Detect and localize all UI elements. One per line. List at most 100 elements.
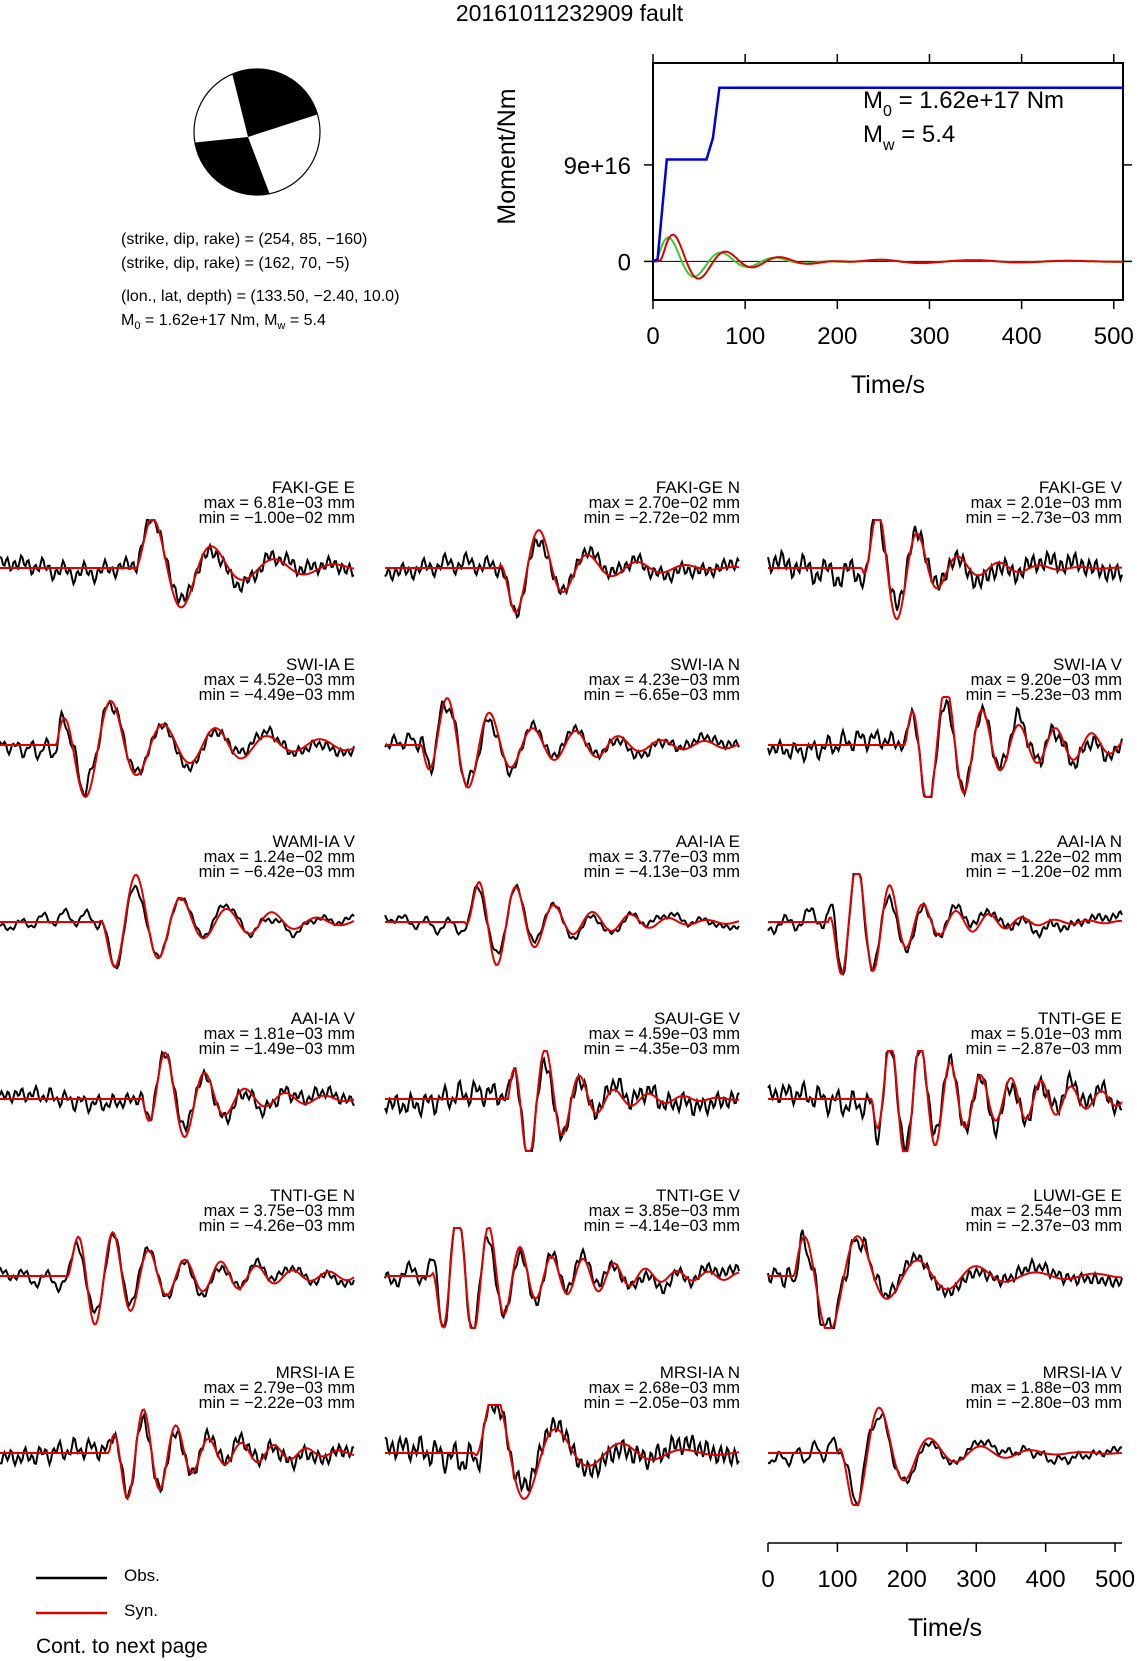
x-tick-label: 0 xyxy=(646,323,659,350)
station-label: SAUI-GE V xyxy=(654,1009,741,1028)
station-label: FAKI-GE V xyxy=(1039,478,1123,497)
synthetic-trace xyxy=(0,1408,355,1500)
time-tick-label: 100 xyxy=(817,1566,857,1593)
x-tick-label: 200 xyxy=(817,323,857,350)
station-label: LUWI-GE E xyxy=(1033,1186,1122,1205)
y-tick-label: 9e+16 xyxy=(564,153,631,180)
time-tick-label: 200 xyxy=(887,1566,927,1593)
moment-magnitude-line: M0 = 1.62e+17 Nm, Mw = 5.4 xyxy=(121,312,326,333)
station-label: AAI-IA N xyxy=(1057,832,1122,851)
trace-min-label: min = −2.80e−03 mm xyxy=(966,1394,1122,1412)
synthetic-trace xyxy=(0,1051,355,1139)
x-axis-label: Time/s xyxy=(851,371,925,399)
trace-min-label: min = −2.73e−03 mm xyxy=(966,509,1122,527)
observed-trace xyxy=(767,1229,1123,1329)
observed-trace xyxy=(0,1050,355,1134)
x-tick-label: 400 xyxy=(1002,323,1042,350)
synthetic-trace xyxy=(385,529,740,614)
figure-title: 20161011232909 fault xyxy=(455,0,684,26)
observed-trace xyxy=(384,700,740,788)
station-label: SWI-IA E xyxy=(286,655,355,674)
synthetic-trace xyxy=(385,1050,740,1152)
synthetic-trace xyxy=(385,1226,740,1329)
trace-max-label: max = 2.01e−03 mm xyxy=(971,494,1122,512)
station-label: FAKI-GE N xyxy=(656,478,740,497)
synthetic-trace xyxy=(768,1050,1123,1152)
legend-syn-label: Syn. xyxy=(124,1601,159,1620)
observed-trace xyxy=(767,1413,1123,1507)
trace-min-label: min = −6.65e−03 mm xyxy=(584,686,740,704)
synthetic-trace xyxy=(0,873,355,968)
observed-trace xyxy=(767,698,1123,798)
station-label: MRSI-IA N xyxy=(660,1363,740,1382)
synthetic-trace xyxy=(385,1404,740,1500)
x-tick-label: 300 xyxy=(909,323,949,350)
moment-function-plot: 0 100 200 300 400 500 0 9e+16 Time/s Moment/Nm M0… xyxy=(493,54,1134,399)
mw-annotation: Mw = 5.4 xyxy=(863,121,955,154)
synthetic-trace xyxy=(768,873,1122,976)
time-tick-label: 300 xyxy=(956,1566,996,1593)
trace-max-label: max = 5.01e−03 mm xyxy=(971,1025,1122,1043)
trace-max-label: max = 2.79e−03 mm xyxy=(204,1379,355,1397)
station-label: FAKI-GE E xyxy=(272,478,355,497)
x-tick-label: 100 xyxy=(725,323,765,350)
station-label: TNTI-GE N xyxy=(270,1186,355,1205)
station-label: WAMI-IA V xyxy=(273,832,356,851)
trace-min-label: min = −2.37e−03 mm xyxy=(966,1217,1122,1235)
synthetic-trace xyxy=(768,519,1122,621)
trace-min-label: min = −2.72e−02 mm xyxy=(584,509,740,527)
continuation-note: Cont. to next page xyxy=(36,1635,208,1658)
trace-max-label: max = 2.54e−03 mm xyxy=(971,1202,1122,1220)
trace-max-label: max = 1.24e−02 mm xyxy=(204,848,355,866)
trace-max-label: max = 2.68e−03 mm xyxy=(589,1379,740,1397)
y-axis-label: Moment/Nm xyxy=(493,88,521,224)
observed-trace xyxy=(767,873,1123,976)
synthetic-trace xyxy=(768,1406,1123,1506)
trace-min-label: min = −2.87e−03 mm xyxy=(966,1040,1122,1058)
observed-trace xyxy=(384,1056,740,1152)
trace-min-label: min = −5.23e−03 mm xyxy=(966,686,1122,704)
observed-trace xyxy=(0,1412,355,1501)
y-tick-label: 0 xyxy=(618,249,631,276)
legend-swatches xyxy=(36,1576,107,1615)
nodal-plane-1: (strike, dip, rake) = (254, 85, −160) xyxy=(121,231,368,248)
time-tick-label: 400 xyxy=(1026,1566,1066,1593)
trace-min-label: min = −4.13e−03 mm xyxy=(584,863,740,881)
trace-max-label: max = 4.59e−03 mm xyxy=(589,1025,740,1043)
nodal-plane-2: (strike, dip, rake) = (162, 70, −5) xyxy=(121,255,350,272)
trace-max-label: max = 1.88e−03 mm xyxy=(971,1379,1122,1397)
location-depth: (lon., lat, depth) = (133.50, −2.40, 10.… xyxy=(121,288,400,305)
station-label: SWI-IA N xyxy=(670,655,740,674)
synthetic-trace xyxy=(0,519,355,609)
waveform-time-axis: 0 100 200 300 400 500 Time/s xyxy=(761,1542,1135,1642)
trace-min-label: min = −4.26e−03 mm xyxy=(199,1217,355,1235)
moment-plot-frame xyxy=(652,62,1124,301)
cumulative-moment-line xyxy=(652,86,1123,263)
trace-max-label: max = 3.75e−03 mm xyxy=(204,1202,355,1220)
observed-trace xyxy=(767,1050,1123,1153)
trace-min-label: min = −4.49e−03 mm xyxy=(199,686,355,704)
trace-max-label: max = 9.20e−03 mm xyxy=(971,671,1122,689)
trace-min-label: min = −4.14e−03 mm xyxy=(584,1217,740,1235)
synthetic-trace xyxy=(768,1235,1122,1329)
trace-max-label: max = 3.77e−03 mm xyxy=(589,848,740,866)
station-label: TNTI-GE V xyxy=(656,1186,741,1205)
synthetic-trace xyxy=(385,697,740,789)
station-label: AAI-IA V xyxy=(291,1009,356,1028)
station-label: MRSI-IA E xyxy=(276,1363,355,1382)
time-tick-label: 0 xyxy=(761,1566,774,1593)
synthetic-trace xyxy=(0,699,355,799)
time-tick-label: 500 xyxy=(1095,1566,1135,1593)
trace-min-label: min = −2.22e−03 mm xyxy=(199,1394,355,1412)
